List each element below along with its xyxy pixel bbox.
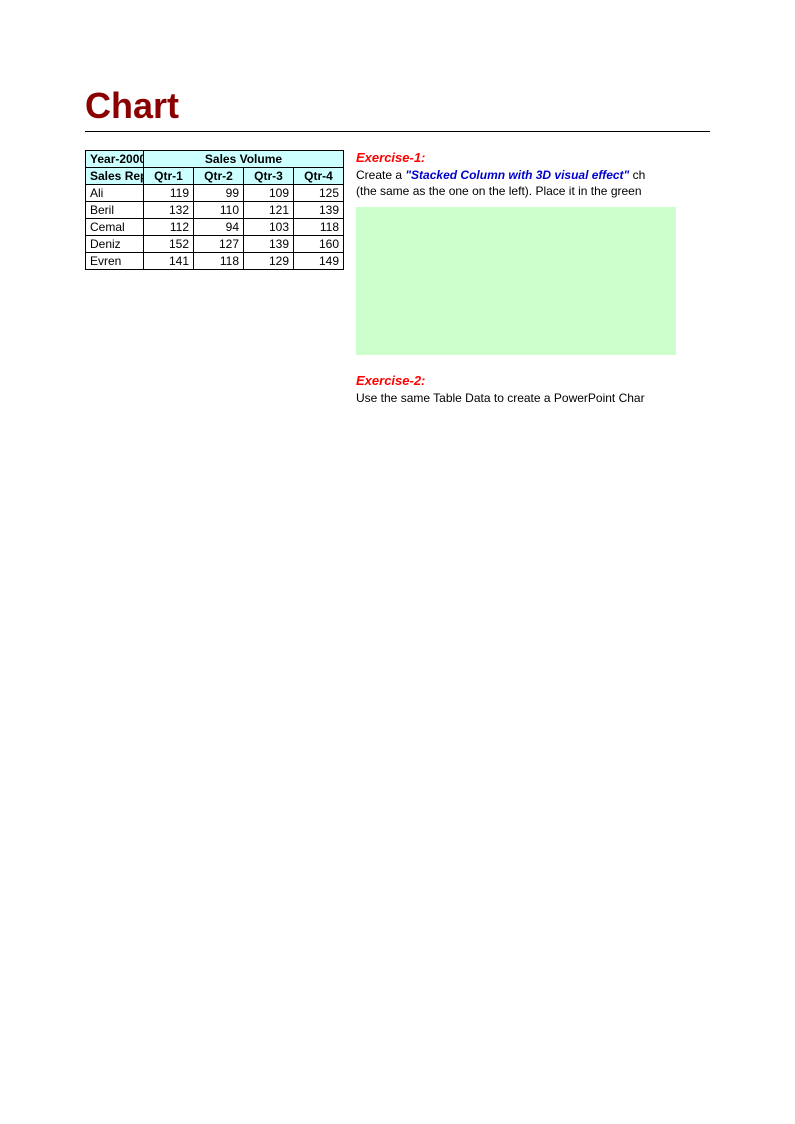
cell: 109 [244,185,294,202]
sales-volume-header: Sales Volume [144,151,344,168]
table-row: Ali 119 99 109 125 [86,185,344,202]
cell: 94 [194,219,244,236]
row-name: Deniz [86,236,144,253]
table-header-row-1: Year-2000 Sales Volume [86,151,344,168]
col-qtr1: Qtr-1 [144,168,194,185]
row-name: Cemal [86,219,144,236]
year-header: Year-2000 [86,151,144,168]
row-name: Ali [86,185,144,202]
cell: 149 [294,253,344,270]
cell: 127 [194,236,244,253]
cell: 110 [194,202,244,219]
exercise-1-label: Exercise-1: [356,150,676,165]
row-name: Beril [86,202,144,219]
cell: 132 [144,202,194,219]
table-row: Cemal 112 94 103 118 [86,219,344,236]
sales-rep-header: Sales Rep [86,168,144,185]
cell: 129 [244,253,294,270]
col-qtr2: Qtr-2 [194,168,244,185]
exercise-2-text: Use the same Table Data to create a Powe… [356,390,676,406]
cell: 160 [294,236,344,253]
ex1-line2: (the same as the one on the left). Place… [356,184,642,198]
cell: 103 [244,219,294,236]
content-row: Year-2000 Sales Volume Sales Rep Qtr-1 Q… [85,150,795,407]
cell: 125 [294,185,344,202]
exercise-1-text: Create a "Stacked Column with 3D visual … [356,167,676,199]
col-qtr4: Qtr-4 [294,168,344,185]
exercise-2-label: Exercise-2: [356,373,676,388]
ex1-emphasis: "Stacked Column with 3D visual effect" [405,168,629,182]
cell: 141 [144,253,194,270]
ex1-text-before: Create a [356,168,405,182]
table-row: Evren 141 118 129 149 [86,253,344,270]
col-qtr3: Qtr-3 [244,168,294,185]
row-name: Evren [86,253,144,270]
cell: 121 [244,202,294,219]
chart-placeholder-box [356,207,676,355]
cell: 152 [144,236,194,253]
cell: 139 [294,202,344,219]
table-row: Deniz 152 127 139 160 [86,236,344,253]
cell: 118 [194,253,244,270]
exercises-column: Exercise-1: Create a "Stacked Column wit… [356,150,676,407]
cell: 118 [294,219,344,236]
cell: 99 [194,185,244,202]
cell: 112 [144,219,194,236]
ex1-text-after: ch [629,168,645,182]
cell: 139 [244,236,294,253]
page-title: Chart [85,85,795,127]
table-header-row-2: Sales Rep Qtr-1 Qtr-2 Qtr-3 Qtr-4 [86,168,344,185]
table-row: Beril 132 110 121 139 [86,202,344,219]
sales-table: Year-2000 Sales Volume Sales Rep Qtr-1 Q… [85,150,344,270]
title-rule [85,131,710,132]
cell: 119 [144,185,194,202]
